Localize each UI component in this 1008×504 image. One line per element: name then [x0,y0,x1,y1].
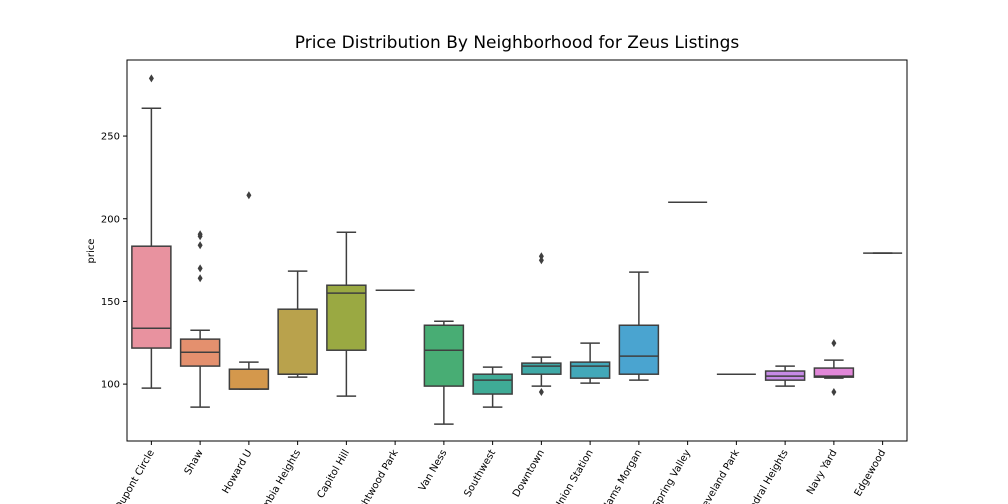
x-tick-label: Spring Valley [651,448,693,504]
outlier [197,274,203,283]
x-tick-label: Southwest [462,448,498,499]
x-tick-label: Union Station [552,448,595,504]
x-tick-label: Capitol Hill [315,448,352,500]
x-tick-label: Adams Morgan [598,448,645,504]
box [228,368,270,390]
box [569,361,611,379]
y-tick-label: 100 [101,380,120,391]
outlier [538,388,544,397]
x-tick-label: Van Ness [417,448,449,493]
box [277,308,318,375]
x-tick-label: Navy Yard [805,448,839,497]
x-tick-label: Cathedral Heights [736,448,791,504]
box [326,284,367,351]
outlier [197,264,203,273]
plot-frame [126,59,908,442]
chart-title: Price Distribution By Neighborhood for Z… [295,33,740,53]
outlier [148,74,154,83]
x-tick-label: Dupont Circle [113,448,157,504]
box [618,324,660,375]
outlier [538,256,544,265]
x-tick-label: Edgewood [853,448,888,498]
x-tick-label: Cleveland Park [695,448,742,504]
x-tick-label: Downtown [511,448,547,499]
x-tick-label: Brightwood Park [350,448,401,504]
box [521,362,562,375]
y-tick-label: 250 [101,132,120,143]
y-axis-label: price [86,239,97,264]
x-tick-label: Shaw [183,448,206,477]
box [813,367,855,378]
box [472,373,513,395]
outlier [246,191,252,200]
y-tick-label: 150 [101,297,120,308]
box [423,324,465,387]
outlier [197,232,203,241]
outlier [197,241,203,250]
x-tick-label: Howard U [221,448,255,496]
box [131,245,172,349]
outlier [831,388,837,397]
x-tick-label: Columbia Heights [249,448,303,504]
outlier [831,339,837,348]
y-tick-label: 200 [101,214,120,225]
